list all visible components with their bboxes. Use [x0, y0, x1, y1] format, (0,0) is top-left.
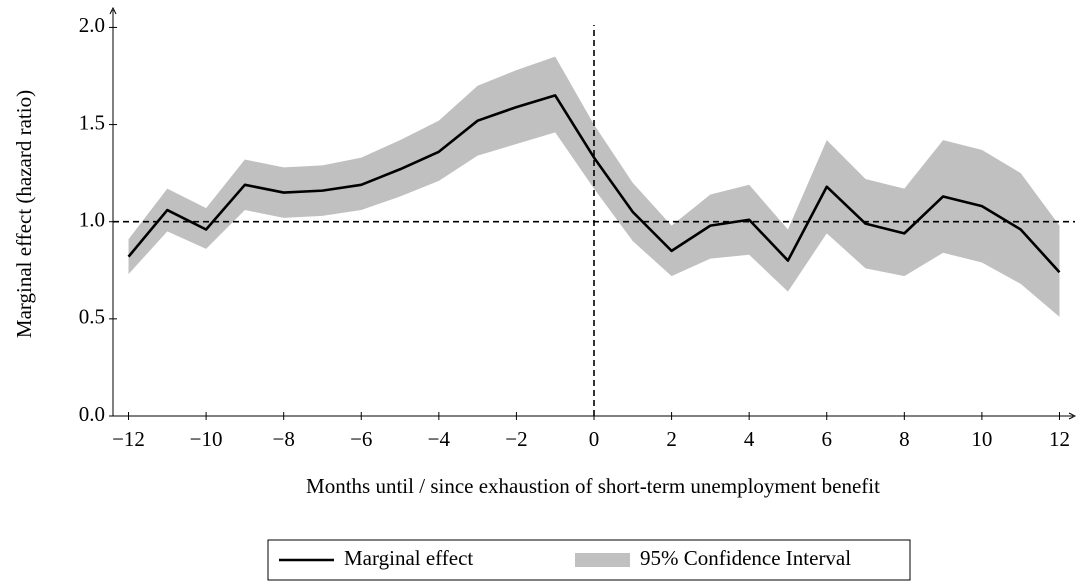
- x-tick-label: −12: [112, 427, 145, 451]
- x-tick-label: −2: [505, 427, 527, 451]
- x-tick-label: 4: [744, 427, 755, 451]
- legend-label: 95% Confidence Interval: [640, 546, 851, 570]
- x-tick-label: −6: [350, 427, 372, 451]
- y-axis-label: Marginal effect (hazard ratio): [12, 90, 36, 338]
- x-tick-label: 12: [1049, 427, 1070, 451]
- legend-box: [267, 539, 911, 581]
- x-tick-label: −4: [428, 427, 451, 451]
- y-tick-label: 2.0: [79, 13, 105, 37]
- y-axis-arrow: [109, 6, 117, 15]
- y-tick-label: 1.0: [79, 208, 105, 232]
- legend-band-swatch: [575, 553, 630, 567]
- x-tick-label: 2: [666, 427, 677, 451]
- x-axis-arrow: [1068, 412, 1076, 420]
- x-tick-label: −10: [190, 427, 223, 451]
- y-tick-label: 0.5: [79, 305, 105, 329]
- x-tick-label: 0: [589, 427, 600, 451]
- y-tick-label: 1.5: [79, 110, 105, 134]
- confidence-band: [128, 56, 1060, 317]
- x-axis-label: Months until / since exhaustion of short…: [306, 474, 880, 498]
- x-tick-label: 8: [899, 427, 910, 451]
- y-tick-label: 0.0: [79, 402, 105, 426]
- legend-label: Marginal effect: [344, 546, 473, 570]
- line: [127, 94, 1061, 274]
- x-tick-label: −8: [273, 427, 295, 451]
- x-tick-label: 10: [971, 427, 992, 451]
- x-tick-label: 6: [821, 427, 832, 451]
